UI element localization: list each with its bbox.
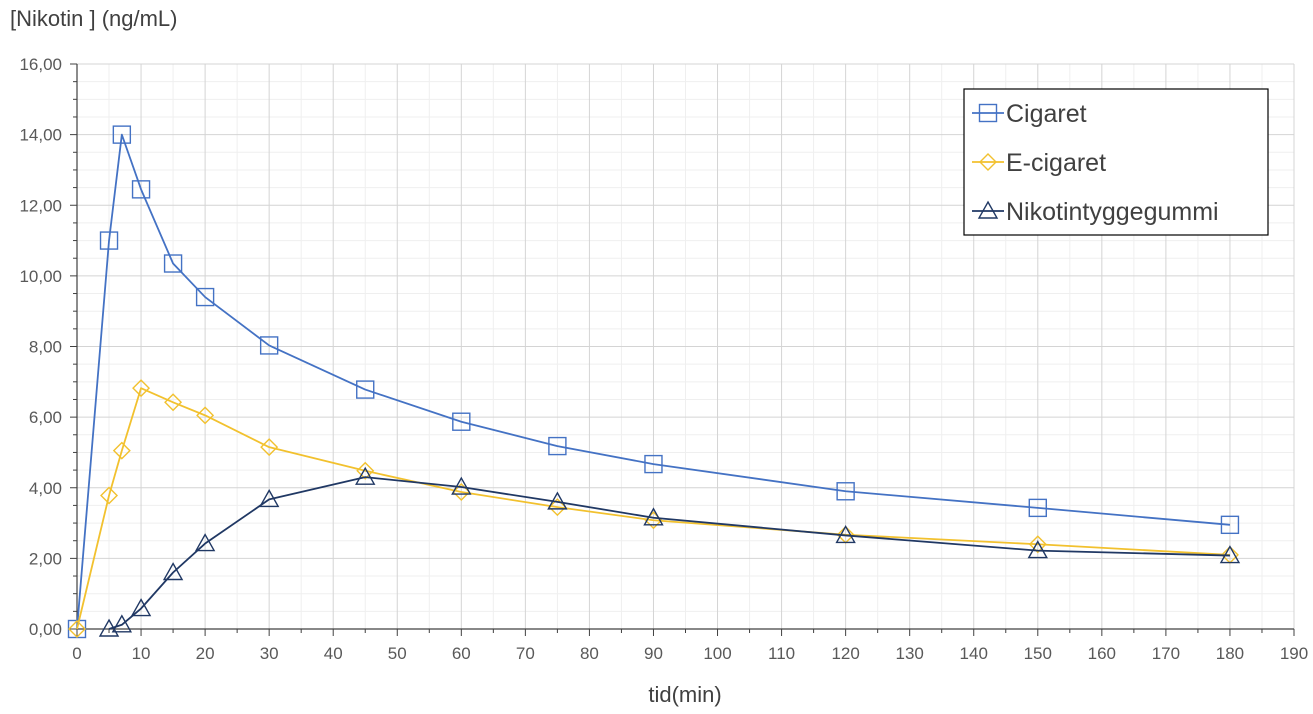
data-point-cigaret	[112, 125, 132, 144]
x-tick-label: 10	[132, 644, 151, 663]
series-cigaret	[67, 125, 1240, 639]
data-point-cigaret	[259, 336, 279, 355]
data-point-e-cigaret	[1028, 535, 1047, 554]
data-point-nikotintyggegummi	[1219, 545, 1241, 564]
legend-item-e-cigaret: E-cigaret	[972, 149, 1106, 177]
legend-label-nikotintyggegummi: Nikotintyggegummi	[1006, 198, 1219, 226]
x-tick-label: 190	[1280, 644, 1308, 663]
legend-label-e-cigaret: E-cigaret	[1006, 149, 1106, 177]
series-line-nikotintyggegummi	[108, 476, 1230, 630]
x-tick-label: 100	[703, 644, 731, 663]
data-point-e-cigaret	[68, 620, 86, 638]
data-point-nikotintyggegummi	[1027, 540, 1048, 559]
x-tick-label: 180	[1216, 644, 1244, 663]
x-tick-label: 120	[831, 644, 859, 663]
x-tick-label: 60	[452, 644, 471, 663]
x-tick-label: 30	[260, 644, 279, 663]
axes	[70, 63, 1295, 636]
x-tick-label: 70	[516, 644, 535, 663]
legend-item-nikotintyggegummi: Nikotintyggegummi	[972, 198, 1219, 226]
x-axis-title: tid(min)	[648, 682, 721, 707]
data-point-e-cigaret	[356, 461, 375, 480]
data-point-cigaret	[548, 436, 567, 456]
legend-marker-e-cigaret	[979, 153, 997, 171]
legend-marker-nikotintyggegummi	[977, 200, 999, 219]
y-tick-label: 6,00	[29, 408, 62, 427]
data-point-nikotintyggegummi	[258, 488, 280, 508]
data-point-cigaret	[99, 231, 119, 250]
legend: Cigaret E-cigaret Nikotintyggegummi	[963, 88, 1269, 236]
data-point-e-cigaret	[100, 486, 119, 505]
data-point-e-cigaret	[196, 406, 215, 425]
legend-label-cigaret: Cigaret	[1006, 100, 1087, 128]
data-point-e-cigaret	[260, 438, 279, 457]
data-point-cigaret	[836, 482, 855, 501]
x-tick-label: 20	[196, 644, 215, 663]
x-tick-label: 110	[768, 644, 795, 663]
data-point-nikotintyggegummi	[355, 466, 376, 485]
y-axis-title: [Nikotin ] (ng/mL)	[10, 6, 178, 31]
y-tick-label: 16,00	[19, 55, 62, 74]
x-tick-label: 170	[1152, 644, 1180, 663]
y-tick-label: 12,00	[19, 196, 62, 215]
data-point-cigaret	[1028, 498, 1047, 518]
y-tick-label: 14,00	[19, 126, 62, 145]
data-point-cigaret	[644, 454, 663, 474]
x-tick-label: 50	[388, 644, 407, 663]
series-group	[67, 125, 1241, 639]
data-point-nikotintyggegummi	[643, 507, 664, 526]
data-point-nikotintyggegummi	[162, 562, 184, 581]
data-point-cigaret	[452, 412, 471, 431]
data-point-cigaret	[163, 254, 183, 273]
y-tick-label: 8,00	[29, 338, 62, 357]
data-point-e-cigaret	[452, 482, 471, 501]
x-tick-label: 0	[72, 644, 81, 663]
data-point-e-cigaret	[112, 441, 131, 460]
data-point-cigaret	[195, 287, 215, 307]
x-tick-label: 40	[324, 644, 343, 663]
tick-labels: 0 10 20 30 40 50 60 70 80 90 100 110 120 130 140 150 160…	[19, 55, 1308, 663]
legend-item-cigaret: Cigaret	[972, 100, 1087, 128]
data-point-nikotintyggegummi	[835, 524, 856, 544]
y-tick-label: 4,00	[29, 479, 62, 498]
data-point-e-cigaret	[548, 498, 567, 517]
data-point-cigaret	[1220, 515, 1240, 535]
x-tick-label: 80	[580, 644, 599, 663]
data-point-nikotintyggegummi	[451, 476, 472, 495]
data-point-nikotintyggegummi	[130, 598, 152, 617]
y-tick-label: 10,00	[19, 267, 62, 286]
data-point-e-cigaret	[132, 379, 151, 398]
series-nikotintyggegummi	[98, 466, 1241, 637]
y-tick-label: 2,00	[29, 549, 62, 568]
data-point-nikotintyggegummi	[194, 533, 216, 552]
x-tick-label: 90	[644, 644, 663, 663]
data-point-cigaret	[356, 380, 375, 399]
legend-box	[963, 88, 1269, 236]
x-tick-label: 150	[1024, 644, 1052, 663]
data-point-nikotintyggegummi	[111, 614, 133, 633]
data-point-nikotintyggegummi	[547, 491, 568, 510]
x-tick-label: 130	[895, 644, 923, 663]
legend-marker-cigaret	[978, 103, 998, 123]
x-tick-label: 160	[1088, 644, 1116, 663]
data-point-nikotintyggegummi	[98, 618, 120, 637]
data-point-cigaret	[131, 180, 151, 199]
x-tick-label: 140	[960, 644, 988, 663]
data-point-e-cigaret	[164, 393, 183, 412]
y-tick-label: 0,00	[29, 620, 62, 639]
